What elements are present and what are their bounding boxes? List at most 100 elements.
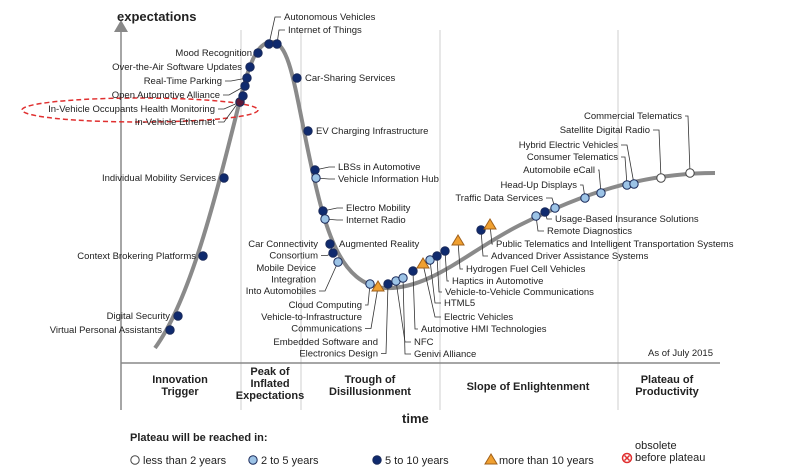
technology-label: In-Vehicle Ethernet [135,117,216,128]
marker-2to5-icon [365,279,375,289]
technology-label: Public Telematics and Intelligent Transp… [496,239,734,250]
technology-labels: Autonomous Vehicles Internet of Things Moo… [48,12,734,360]
leader-line [436,255,442,293]
technology-label: Vehicle Information Hub [338,174,439,185]
technology-label: Car Connectivity Consortium [248,239,318,262]
marker-gt10-icon [371,280,385,292]
leader-line [598,169,602,194]
technology-label: Electric Vehicles [444,312,513,323]
leader-line [457,240,463,270]
leader-line [381,283,389,354]
technology-label: Hybrid Electric Vehicles [519,140,619,151]
technology-label: Over-the-Air Software Updates [112,62,242,73]
leader-line [685,115,691,174]
technology-label: Augmented Reality [339,239,420,250]
y-axis-label: expectations [117,9,196,24]
technology-label: Mood Recognition [175,48,252,59]
legend-white-circle-icon [130,455,140,465]
marker-5to10-icon [238,91,248,101]
leader-line [322,207,343,212]
technology-label: Usage-Based Insurance Solutions [555,214,699,225]
technology-label: Internet of Things [288,25,362,36]
leader-line [621,144,635,185]
legend-orange-triangle-icon [484,453,498,465]
marker-5to10-icon [540,207,550,217]
marker-2to5-icon [531,211,541,221]
legend-label: obsolete before plateau [635,440,705,464]
leader-line [653,129,662,179]
marker-5to10-icon [476,225,486,235]
leader-line [223,85,246,96]
y-axis-arrow-icon [114,20,128,32]
marker-5to10-icon [310,165,320,175]
marker-5to10-icon [198,251,208,261]
technology-label: NFC [414,337,434,348]
leader-line [535,215,544,232]
marker-5to10-icon [318,206,328,216]
marker-5to10-icon [292,73,302,83]
marker-5to10-icon [165,325,175,335]
technology-label: Genivi Alliance [414,349,476,360]
technology-label: Vehicle-to-Infrastructure Communications [261,312,362,335]
technology-label: Automobile eCall [523,165,595,176]
legend-label: 2 to 5 years [261,455,319,467]
leader-line [621,156,628,186]
technology-label: Digital Security [107,311,171,322]
marker-2to5-icon [425,255,435,265]
technology-markers [165,39,695,335]
legend-label: 5 to 10 years [385,455,449,467]
technology-label: Internet Radio [346,215,406,226]
technology-label: Satellite Digital Radio [560,125,650,136]
technology-label: Open Automotive Alliance [112,90,220,101]
marker-gt10-icon [416,257,430,269]
marker-5to10-icon [240,81,250,91]
legend: Plateau will be reached in: less than 2 … [130,432,705,467]
phase-label: Slope of Enlightenment [467,381,590,393]
phase-label: Peak of Inflated Expectations [236,366,304,402]
legend-label: less than 2 years [143,455,227,467]
marker-5to10-icon [383,279,393,289]
technology-label: HTML5 [444,298,475,309]
marker-5to10-icon [253,48,263,58]
marker-5to10-icon [303,126,313,136]
leader-line [429,259,441,304]
phase-label: Trough of Disillusionment [329,374,411,398]
technology-label: Advanced Driver Assistance Systems [491,251,649,262]
marker-2to5-icon [596,188,606,198]
marker-2to5-icon [311,173,321,183]
leader-line [422,263,441,318]
leader-line [412,270,418,330]
technology-label: Car-Sharing Services [305,73,396,84]
technology-label: Vehicle-to-Vehicle Communications [445,287,594,298]
leader-line [314,166,335,171]
technology-label: Commercial Telematics [584,111,682,122]
marker-5to10-icon [264,39,274,49]
marker-gt10-icon [483,218,497,230]
leader-line [365,286,379,329]
technology-label: Context Brokering Platforms [77,251,196,262]
marker-2to5-icon [629,179,639,189]
leader-line [225,77,248,82]
marker-2to5-icon [550,203,560,213]
technology-label: Remote Diagnostics [547,226,632,237]
leader-line [276,29,285,45]
technology-label: Cloud Computing [289,300,362,311]
technology-label: Mobile Device Integration Into Automobiles [246,263,316,297]
technology-label: LBSs in Automotive [338,162,420,173]
technology-label: In-Vehicle Occupants Health Monitoring [48,104,215,115]
marker-2to5-icon [398,273,408,283]
marker-5to10-icon [440,246,450,256]
phase-label: Innovation Trigger [152,374,208,398]
highlight-ellipse [21,97,259,123]
marker-2to5-icon [580,193,590,203]
phase-labels: Innovation Trigger Peak of Inflated Expectat… [152,366,699,402]
phase-label: Plateau of Productivity [635,374,699,398]
technology-label: Autonomous Vehicles [284,12,376,23]
technology-label: EV Charging Infrastructure [316,126,428,137]
technology-label: Electro Mobility [346,203,411,214]
leader-lines [218,16,691,355]
technology-label: Real-Time Parking [144,76,222,87]
legend-label: more than 10 years [499,455,594,467]
x-axis-label: time [402,411,429,426]
marker-gt10-icon [451,234,465,246]
